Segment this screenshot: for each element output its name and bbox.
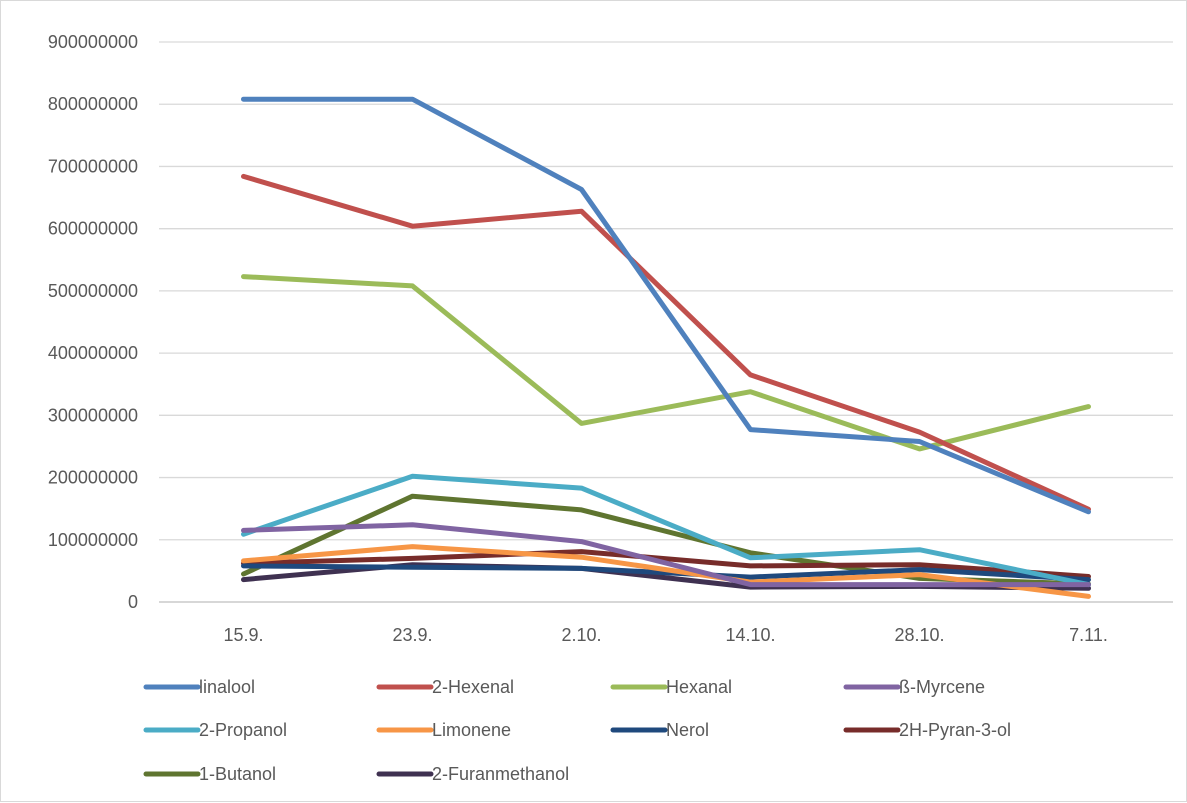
legend-label: ß-Myrcene	[899, 677, 985, 697]
x-tick-label: 14.10.	[725, 625, 775, 645]
series-line-6	[241, 544, 1091, 599]
y-tick-label: 700000000	[48, 156, 138, 176]
series-line-1	[241, 96, 1091, 515]
y-tick-label: 500000000	[48, 281, 138, 301]
x-axis-tick-labels: 15.9. 23.9. 2.10. 14.10. 28.10. 7.11.	[223, 625, 1107, 645]
y-tick-label: 100000000	[48, 530, 138, 550]
x-tick-label: 7.11.	[1069, 625, 1108, 645]
series-line-5	[241, 473, 1091, 588]
x-tick-label: 23.9.	[392, 625, 432, 645]
legend-label: linalool	[199, 677, 255, 697]
series-line-7	[241, 563, 1091, 583]
legend-label: 2-Hexenal	[432, 677, 514, 697]
legend: linalool 2-Hexenal Hexanal ß-Myrcene 2-Propa…	[143, 677, 1011, 784]
y-tick-label: 300000000	[48, 405, 138, 425]
legend-label: 2H-Pyran-3-ol	[899, 720, 1011, 740]
y-tick-label: 800000000	[48, 94, 138, 114]
legend-label: Limonene	[432, 720, 511, 740]
y-tick-label: 900000000	[48, 32, 138, 52]
series-line-2	[241, 173, 1091, 512]
x-tick-label: 15.9.	[223, 625, 263, 645]
legend-label: Nerol	[666, 720, 709, 740]
x-tick-label: 2.10.	[561, 625, 601, 645]
series-line-4	[241, 522, 1091, 588]
y-tick-label: 0	[128, 592, 138, 612]
legend-label: 2-Furanmethanol	[432, 764, 569, 784]
gridlines	[159, 41, 1173, 603]
y-tick-label: 600000000	[48, 219, 138, 239]
legend-label: 1-Butanol	[199, 764, 276, 784]
series-line-8	[241, 549, 1091, 579]
y-axis-tick-labels: 0 100000000 200000000 300000000 400000000 500…	[48, 32, 138, 612]
legend-label: 2-Propanol	[199, 720, 287, 740]
y-tick-label: 200000000	[48, 468, 138, 488]
series-lines	[241, 96, 1091, 599]
y-tick-label: 400000000	[48, 343, 138, 363]
x-tick-label: 28.10.	[894, 625, 944, 645]
series-line-3	[241, 274, 1091, 452]
legend-label: Hexanal	[666, 677, 732, 697]
